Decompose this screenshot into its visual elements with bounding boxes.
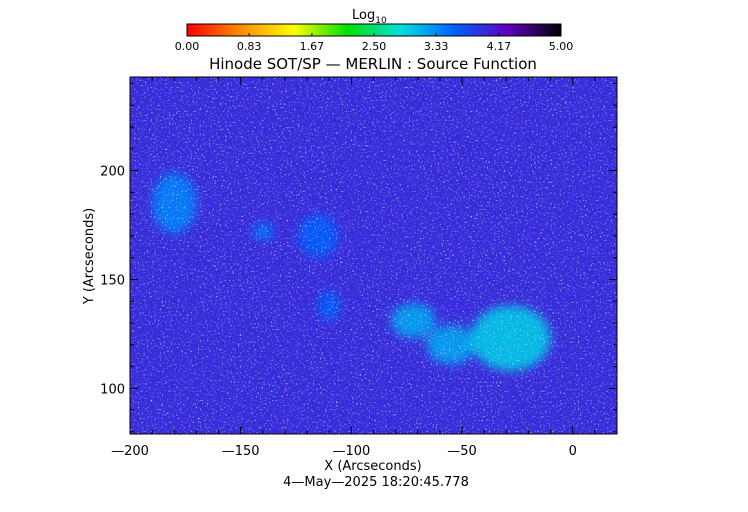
colorbar-tick-label: 0.00 <box>175 40 200 53</box>
colorbar-tick-label: 2.50 <box>362 40 387 53</box>
colorbar-tick-label: 5.00 <box>549 40 574 53</box>
heatmap-image <box>130 77 617 434</box>
x-tick-label: —200 <box>111 444 149 459</box>
colorbar-tick-label: 4.17 <box>487 40 512 53</box>
y-tick-label: 100 <box>100 382 125 397</box>
colorbar-tick-label: 1.67 <box>300 40 325 53</box>
x-tick-label: —100 <box>332 444 370 459</box>
colorbar-label: Log10 <box>352 8 387 26</box>
x-tick-label: —150 <box>222 444 260 459</box>
colorbar-tick-label: 0.83 <box>237 40 262 53</box>
axis-ticks: —200 —150 —100 —50 0 100 150 200 <box>100 77 618 459</box>
y-tick-label: 150 <box>100 273 125 288</box>
chart-title: Hinode SOT/SP — MERLIN : Source Function <box>209 55 537 73</box>
y-tick-label: 200 <box>100 165 125 180</box>
x-axis-label: X (Arcseconds) <box>324 459 421 474</box>
timestamp: 4—May—2025 18:20:45.778 <box>283 475 469 490</box>
colorbar-ticks: 0.00 0.83 1.67 2.50 3.33 4.17 5.00 <box>175 33 574 53</box>
x-tick-label: —50 <box>447 444 477 459</box>
x-tick-label: 0 <box>569 444 577 459</box>
y-axis-label: Y (Arcseconds) <box>82 208 97 305</box>
heatmap-texture-bright <box>130 77 617 434</box>
colorbar-tick-label: 3.33 <box>424 40 449 53</box>
